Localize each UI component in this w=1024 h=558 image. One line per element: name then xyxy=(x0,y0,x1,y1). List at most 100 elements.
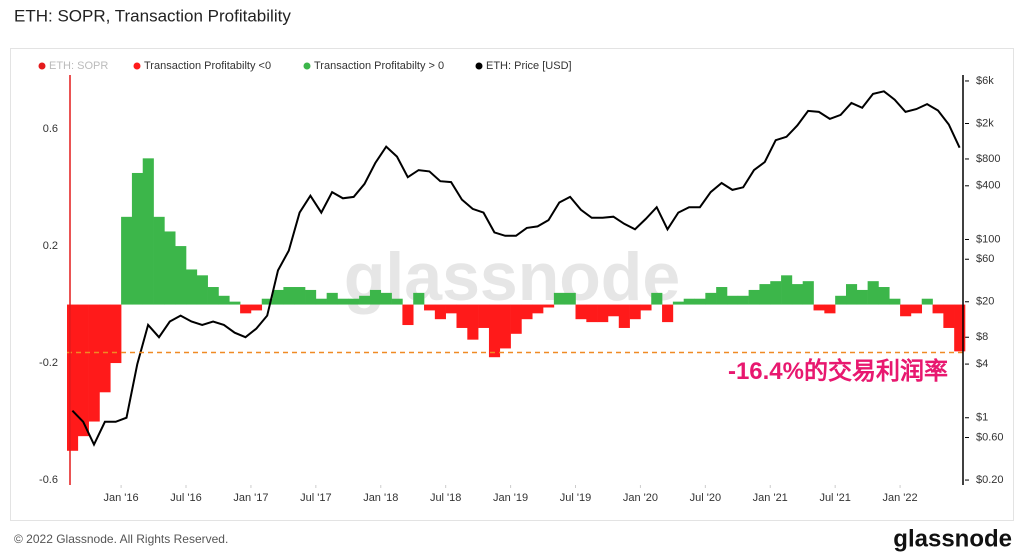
bar xyxy=(716,287,728,305)
bar xyxy=(380,292,392,305)
bar xyxy=(683,298,695,305)
bar xyxy=(867,281,879,305)
x-tick-label: Jan '16 xyxy=(104,492,139,504)
x-tick-label: Jul '19 xyxy=(560,492,591,504)
bar xyxy=(413,292,425,305)
bar xyxy=(586,304,598,323)
legend-dot xyxy=(38,62,46,70)
x-tick-label: Jan '22 xyxy=(883,492,918,504)
bar xyxy=(337,298,349,305)
y2-tick-label: $400 xyxy=(976,180,1000,192)
bar xyxy=(229,301,241,305)
legend-label: ETH: Price [USD] xyxy=(486,60,572,72)
bar xyxy=(88,304,100,422)
panel-frame xyxy=(10,48,1014,521)
bar xyxy=(142,158,154,305)
legend-label: Transaction Profitabilty <0 xyxy=(144,60,271,72)
bar xyxy=(910,304,923,314)
bar xyxy=(802,281,814,305)
y2-tick-label: $6k xyxy=(976,75,994,87)
bar xyxy=(770,281,782,305)
bar xyxy=(326,292,338,305)
bar xyxy=(662,304,674,323)
annotation-label: -16.4%的交易利润率 xyxy=(728,357,948,385)
bar xyxy=(250,304,263,311)
bar xyxy=(737,295,749,305)
y-tick-label: 0.6 xyxy=(43,123,58,135)
bar xyxy=(705,292,717,305)
bar xyxy=(391,298,403,305)
bar xyxy=(207,287,219,305)
y2-tick-label: $4 xyxy=(976,358,988,370)
y-tick-label: 0.2 xyxy=(43,240,58,252)
bar xyxy=(467,304,479,340)
bar xyxy=(575,304,587,320)
bar xyxy=(445,304,457,314)
bar xyxy=(726,295,739,305)
bar xyxy=(359,295,371,305)
bar xyxy=(651,292,663,305)
bar xyxy=(315,298,327,305)
bar xyxy=(99,304,111,393)
bar xyxy=(196,275,208,305)
bar xyxy=(759,284,771,305)
bar xyxy=(110,304,122,364)
chart-title: ETH: SOPR, Transaction Profitability xyxy=(14,6,291,25)
x-tick-label: Jan '18 xyxy=(363,492,398,504)
bar xyxy=(835,295,847,305)
bar xyxy=(932,304,944,314)
y2-tick-label: $8 xyxy=(976,331,988,343)
bar xyxy=(175,246,187,305)
x-tick-label: Jul '21 xyxy=(819,492,850,504)
y2-tick-label: $2k xyxy=(976,117,994,129)
bar xyxy=(121,216,133,305)
bar xyxy=(164,231,176,305)
y2-tick-label: $0.60 xyxy=(976,431,1004,443)
bar xyxy=(618,304,630,328)
bar xyxy=(781,275,793,305)
y2-tick-label: $60 xyxy=(976,253,994,265)
y2-tick-label: $1 xyxy=(976,412,988,424)
bar xyxy=(564,292,576,305)
bar xyxy=(672,301,684,305)
y2-tick-label: $0.20 xyxy=(976,474,1004,486)
bar xyxy=(629,304,641,320)
bar xyxy=(791,284,804,305)
x-tick-label: Jan '19 xyxy=(493,492,528,504)
y2-tick-label: $20 xyxy=(976,296,994,308)
x-tick-label: Jan '17 xyxy=(233,492,268,504)
bar xyxy=(434,304,446,320)
y-tick-label: -0.2 xyxy=(39,357,58,369)
bar xyxy=(261,298,273,305)
bar xyxy=(543,304,555,308)
bar xyxy=(607,304,620,317)
bar xyxy=(186,269,198,305)
bar xyxy=(499,304,511,349)
bar xyxy=(532,304,544,314)
bar xyxy=(900,304,912,317)
bar xyxy=(478,304,490,328)
bar xyxy=(878,287,890,305)
x-tick-label: Jul '16 xyxy=(170,492,201,504)
legend-dot xyxy=(133,62,141,70)
bar xyxy=(456,304,468,328)
bar xyxy=(218,295,230,305)
bar xyxy=(889,298,901,305)
bar xyxy=(954,304,966,352)
bar xyxy=(521,304,533,320)
legend-dot xyxy=(475,62,483,70)
bar xyxy=(510,304,522,334)
bar xyxy=(640,304,652,311)
bar xyxy=(369,289,382,305)
bar xyxy=(597,304,609,323)
x-tick-label: Jul '20 xyxy=(690,492,721,504)
legend-label: ETH: SOPR xyxy=(49,60,108,72)
bar xyxy=(77,304,89,437)
bar xyxy=(748,289,760,305)
x-tick-label: Jan '20 xyxy=(623,492,658,504)
bar xyxy=(67,304,79,451)
bar xyxy=(921,298,933,305)
price-line xyxy=(71,90,961,447)
legend-label: Transaction Profitabilty > 0 xyxy=(314,60,444,72)
